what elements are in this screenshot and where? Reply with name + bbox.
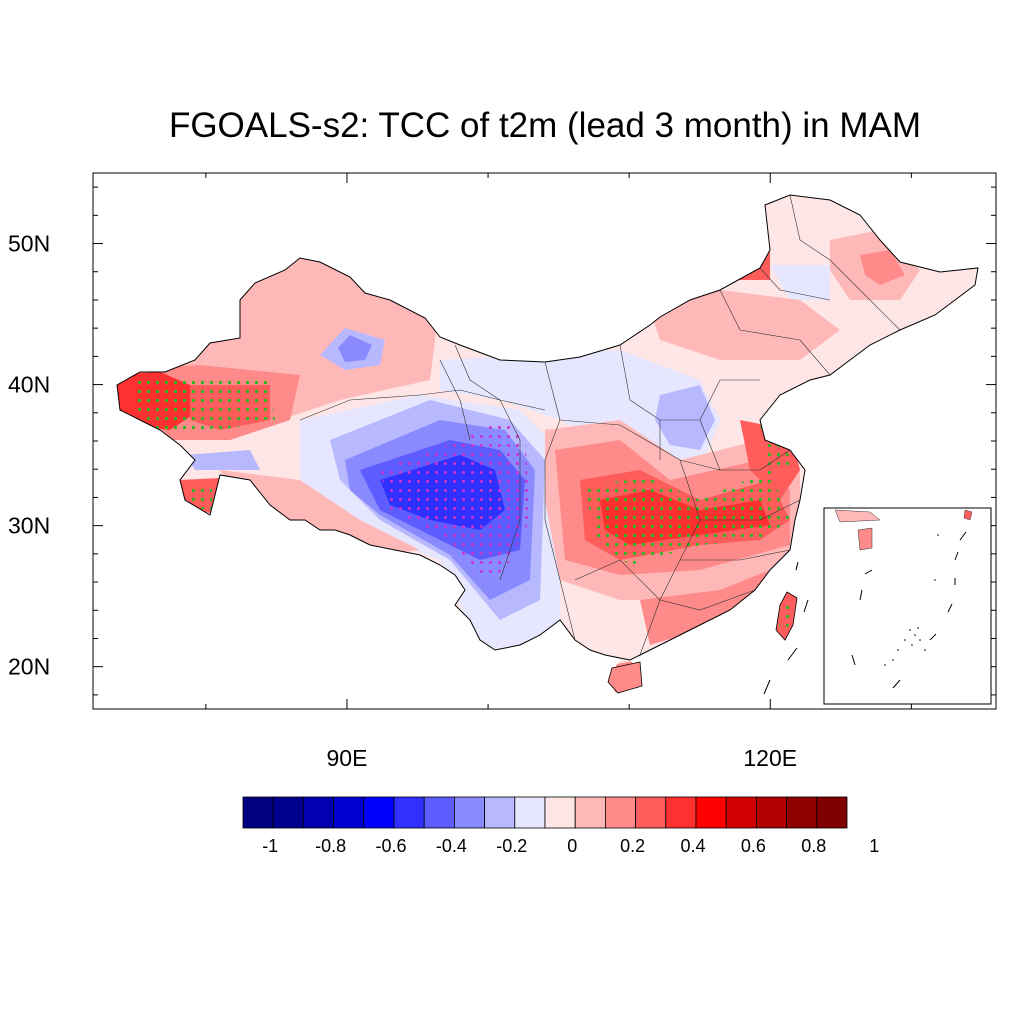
colorbar-swatch xyxy=(725,796,757,829)
latitude-label: 30N xyxy=(8,513,50,539)
colorbar-swatch xyxy=(302,796,334,829)
colorbar-swatch xyxy=(272,796,304,829)
colorbar-swatch xyxy=(333,796,365,829)
colorbar-swatch xyxy=(242,796,274,829)
colorbar-label: 1 xyxy=(869,836,879,856)
colorbar-swatch xyxy=(695,796,727,829)
longitude-label: 120E xyxy=(743,745,797,771)
colorbar xyxy=(242,796,848,829)
colorbar-swatch xyxy=(816,796,848,829)
longitude-label: 90E xyxy=(327,745,368,771)
south-china-sea-inset xyxy=(823,507,992,705)
colorbar-label: -1 xyxy=(262,836,278,856)
colorbar-swatch xyxy=(453,796,485,829)
colorbar-swatch xyxy=(605,796,637,829)
colorbar-label: -0.6 xyxy=(375,836,406,856)
hainan-island xyxy=(607,661,643,694)
latitude-label: 40N xyxy=(8,372,50,398)
colorbar-swatch xyxy=(665,796,697,829)
colorbar-swatch xyxy=(635,796,667,829)
colorbar-label: 0.6 xyxy=(741,836,766,856)
latitude-label: 20N xyxy=(8,654,50,680)
colorbar-swatch xyxy=(756,796,788,829)
significance-stipple xyxy=(135,375,790,580)
inset-islands xyxy=(834,509,973,689)
colorbar-label: 0 xyxy=(567,836,577,856)
nine-dash-segments xyxy=(763,561,809,695)
colorbar-label: 0.2 xyxy=(620,836,645,856)
colorbar-swatch xyxy=(363,796,395,829)
colorbar-labels: -1 -0.8 -0.6 -0.4 -0.2 0 0.2 0.4 0.6 0.8 1 xyxy=(262,836,879,856)
colorbar-label: 0.8 xyxy=(801,836,826,856)
colorbar-swatch xyxy=(544,796,576,829)
latitude-label: 50N xyxy=(8,231,50,257)
colorbar-swatch xyxy=(786,796,818,829)
province-borders xyxy=(299,194,901,656)
colorbar-swatch xyxy=(574,796,606,829)
colorbar-label: -0.8 xyxy=(315,836,346,856)
china-border xyxy=(116,194,979,661)
figure-title: FGOALS-s2: TCC of t2m (lead 3 month) in … xyxy=(168,106,922,145)
colorbar-label: -0.2 xyxy=(496,836,527,856)
longitude-labels: 90E 120E xyxy=(327,745,798,771)
colorbar-swatch xyxy=(514,796,546,829)
colorbar-label: 0.4 xyxy=(680,836,705,856)
colorbar-swatch xyxy=(423,796,455,829)
colorbar-label: -0.4 xyxy=(436,836,467,856)
colorbar-swatch xyxy=(484,796,516,829)
colorbar-swatch xyxy=(393,796,425,829)
latitude-labels: 50N 40N 30N 20N xyxy=(8,231,50,680)
axis-ticks xyxy=(93,173,996,709)
